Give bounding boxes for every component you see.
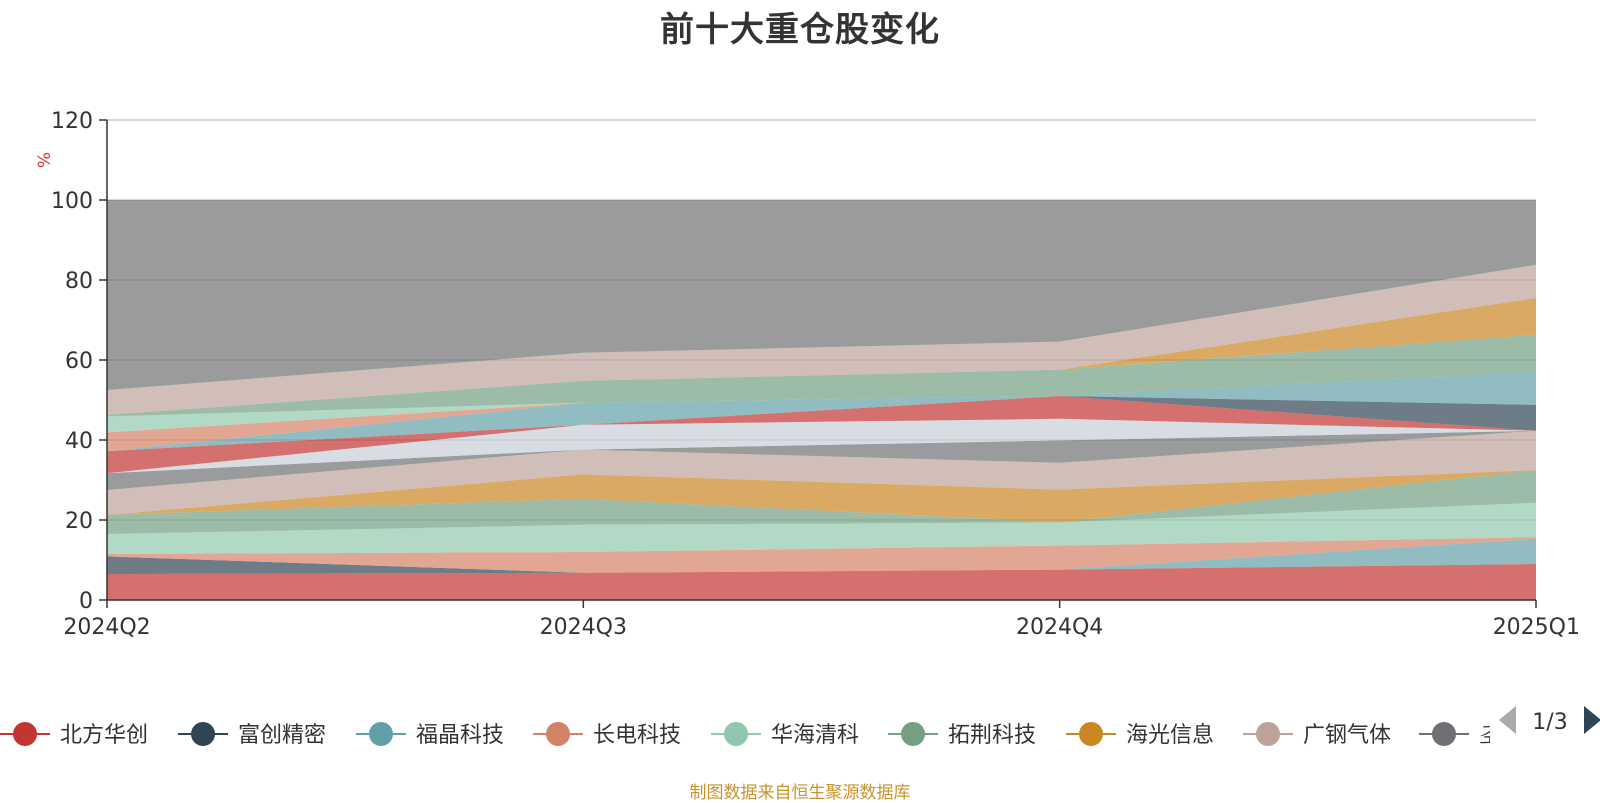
x-tick-label: 2024Q2 bbox=[63, 615, 150, 640]
x-tick-label: 2024Q3 bbox=[540, 615, 627, 640]
legend-item[interactable]: 广钢气体 bbox=[1243, 722, 1391, 748]
y-tick-label: 80 bbox=[65, 269, 93, 294]
legend-item[interactable]: 北方华创 bbox=[0, 722, 148, 748]
legend-item[interactable]: 长电科技 bbox=[533, 722, 681, 748]
legend-item[interactable]: 海光信息 bbox=[1066, 722, 1214, 748]
legend-marker bbox=[191, 722, 215, 746]
legend-label: 华海清科 bbox=[771, 723, 859, 748]
legend-item[interactable]: 福晶科技 bbox=[356, 722, 504, 748]
x-tick-label: 2025Q1 bbox=[1493, 615, 1580, 640]
y-tick-label: 20 bbox=[65, 509, 93, 534]
legend-label: 广钢气体 bbox=[1303, 723, 1391, 748]
series-area-8 bbox=[107, 430, 1536, 490]
legend-marker bbox=[901, 722, 925, 746]
legend-item[interactable]: 拓荆科技 bbox=[888, 722, 1036, 748]
chart-title: 前十大重仓股变化 bbox=[660, 10, 940, 50]
y-tick-label: 120 bbox=[51, 109, 93, 134]
legend-item[interactable]: 𢀖 bbox=[1419, 722, 1501, 748]
triangle-left-icon[interactable] bbox=[1499, 706, 1516, 734]
series-area-17 bbox=[107, 264, 1536, 415]
legend-marker bbox=[546, 722, 570, 746]
y-tick-label: 60 bbox=[65, 349, 93, 374]
series-area-10 bbox=[107, 396, 1536, 474]
series-area-4 bbox=[107, 502, 1536, 554]
legend-label: 海光信息 bbox=[1126, 723, 1214, 748]
series-area-18 bbox=[107, 200, 1536, 390]
legend-pager: 1/3 bbox=[1499, 706, 1600, 735]
y-tick-label: 40 bbox=[65, 429, 93, 454]
legend-label: 𢀖 bbox=[1479, 723, 1501, 748]
series-area-1 bbox=[107, 556, 1536, 574]
series-area-2 bbox=[107, 538, 1536, 573]
x-tick-label: 2024Q4 bbox=[1016, 615, 1103, 640]
y-tick-label: 100 bbox=[51, 189, 93, 214]
source-note: 制图数据来自恒生聚源数据库 bbox=[689, 783, 911, 803]
series-area-3 bbox=[107, 537, 1536, 573]
legend-label: 长电科技 bbox=[593, 723, 681, 748]
legend-label: 北方华创 bbox=[60, 723, 148, 748]
legend-marker bbox=[369, 722, 393, 746]
series-area-9 bbox=[107, 418, 1536, 474]
triangle-right-icon[interactable] bbox=[1584, 706, 1600, 734]
legend-items: 北方华创 富创精密 福晶科技 长电科技 华海清科 拓荆科技 海光信息 广钢气体 𢀖 bbox=[0, 722, 1501, 748]
series-area-12 bbox=[107, 371, 1536, 452]
y-axis-unit: % bbox=[35, 152, 55, 168]
series-area-7 bbox=[107, 430, 1536, 515]
legend-page-indicator: 1/3 bbox=[1532, 710, 1567, 735]
area-layer bbox=[107, 200, 1536, 600]
legend-item[interactable]: 富创精密 bbox=[178, 722, 326, 748]
y-tick-label: 0 bbox=[79, 589, 93, 614]
legend-marker bbox=[1432, 722, 1456, 746]
legend-label: 福晶科技 bbox=[416, 723, 504, 748]
series-area-5 bbox=[107, 470, 1536, 534]
legend-item[interactable]: 华海清科 bbox=[711, 722, 859, 748]
axis-layer: 0 20 40 60 80 100 120 2024Q2 2024Q3 2024Q4 2025Q1 bbox=[51, 109, 1580, 640]
legend-marker bbox=[1256, 722, 1280, 746]
legend-marker bbox=[13, 722, 37, 746]
series-area-6 bbox=[107, 470, 1536, 523]
legend: 北方华创 富创精密 福晶科技 长电科技 华海清科 拓荆科技 海光信息 广钢气体 𢀖 bbox=[0, 722, 1501, 748]
series-area-0 bbox=[107, 564, 1536, 600]
legend-label: 富创精密 bbox=[238, 723, 326, 748]
legend-marker bbox=[724, 722, 748, 746]
series-area-15 bbox=[107, 334, 1536, 417]
legend-marker bbox=[1079, 722, 1103, 746]
legend-label: 拓荆科技 bbox=[948, 723, 1036, 748]
